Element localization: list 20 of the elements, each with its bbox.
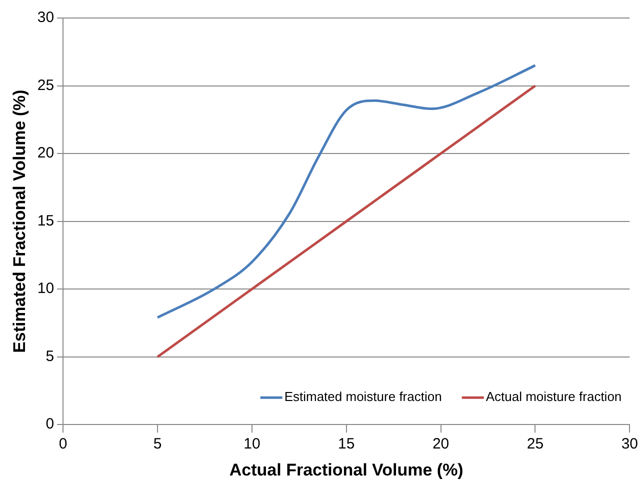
line-series — [156, 84, 536, 358]
line-series — [156, 64, 536, 319]
y-tick-label: 20 — [37, 144, 54, 162]
x-tick-label: 30 — [621, 436, 638, 453]
y-tick-label: 30 — [37, 9, 54, 26]
y-axis-title: Estimated Fractional Volume (%) — [10, 90, 29, 353]
x-axis-title: Actual Fractional Volume (%) — [229, 460, 464, 480]
x-tick-label: 0 — [58, 436, 68, 453]
y-tick-label: 25 — [37, 76, 54, 94]
y-tick-label: 0 — [46, 416, 54, 433]
y-tick-label: 15 — [37, 212, 54, 230]
legend-label: Estimated moisture fraction — [284, 389, 442, 404]
y-tick-label: 10 — [37, 280, 54, 298]
x-tick-label: 10 — [244, 436, 260, 453]
legend-label: Actual moisture fraction — [486, 389, 622, 404]
x-tick-label: 20 — [432, 436, 450, 453]
y-tick-label: 5 — [46, 348, 54, 365]
x-tick-label: 15 — [338, 436, 355, 453]
x-tick-label: 5 — [153, 436, 162, 453]
x-tick-label: 25 — [526, 436, 544, 453]
